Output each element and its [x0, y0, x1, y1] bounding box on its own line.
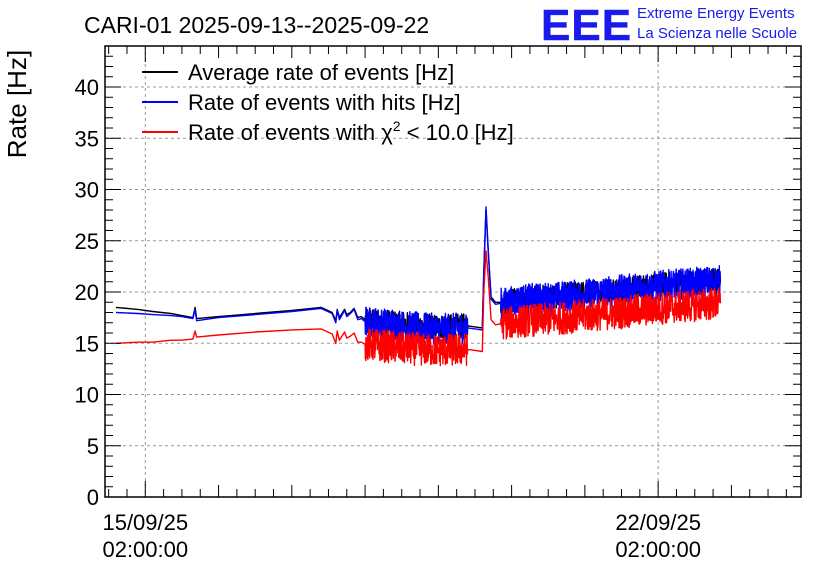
- y-axis: 0 5 10 15 20 25 30 35 40: [75, 45, 801, 510]
- y-tick-label: 25: [75, 229, 99, 254]
- y-tick-label: 20: [75, 280, 99, 305]
- legend-entry-0: Average rate of events [Hz]: [188, 60, 454, 85]
- y-tick-label: 15: [75, 331, 99, 356]
- legend-entry-superscript: 2: [393, 118, 401, 134]
- legend-entry-label: Rate of events with χ: [188, 120, 393, 145]
- x-tick-label-time: 02:00:00: [102, 537, 188, 562]
- legend-entry-label: Average rate of events [Hz]: [188, 60, 454, 85]
- y-axis-title: Rate [Hz]: [2, 50, 32, 158]
- x-tick-label-date: 15/09/25: [102, 510, 188, 535]
- eee-logo-mark: EEE: [541, 1, 632, 50]
- series-line-1: [115, 206, 722, 345]
- chart-title: CARI-01 2025-09-13--2025-09-22: [84, 12, 429, 38]
- eee-logo: EEE Extreme Energy Events La Scienza nel…: [541, 1, 797, 51]
- eee-logo-line2: La Scienza nelle Scuole: [637, 25, 797, 42]
- y-tick-label: 35: [75, 126, 99, 151]
- legend-entry-2: Rate of events with χ2 < 10.0 [Hz]: [188, 118, 514, 145]
- y-tick-label: 40: [75, 75, 99, 100]
- eee-logo-line1: Extreme Energy Events: [637, 5, 795, 22]
- series-layer: [115, 206, 722, 367]
- grid: [105, 46, 801, 497]
- x-tick-label-time: 02:00:00: [615, 537, 701, 562]
- y-tick-label: 10: [75, 383, 99, 408]
- legend-entry-suffix: < 10.0 [Hz]: [401, 120, 514, 145]
- y-tick-label: 5: [87, 434, 99, 459]
- legend-entry-1: Rate of events with hits [Hz]: [188, 90, 461, 115]
- legend: Average rate of events [Hz] Rate of event…: [142, 60, 514, 145]
- y-tick-label: 30: [75, 178, 99, 203]
- legend-entry-label: Rate of events with hits [Hz]: [188, 90, 461, 115]
- series-line-2: [115, 250, 722, 367]
- y-tick-label: 0: [87, 485, 99, 510]
- x-tick-label-date: 22/09/25: [615, 510, 701, 535]
